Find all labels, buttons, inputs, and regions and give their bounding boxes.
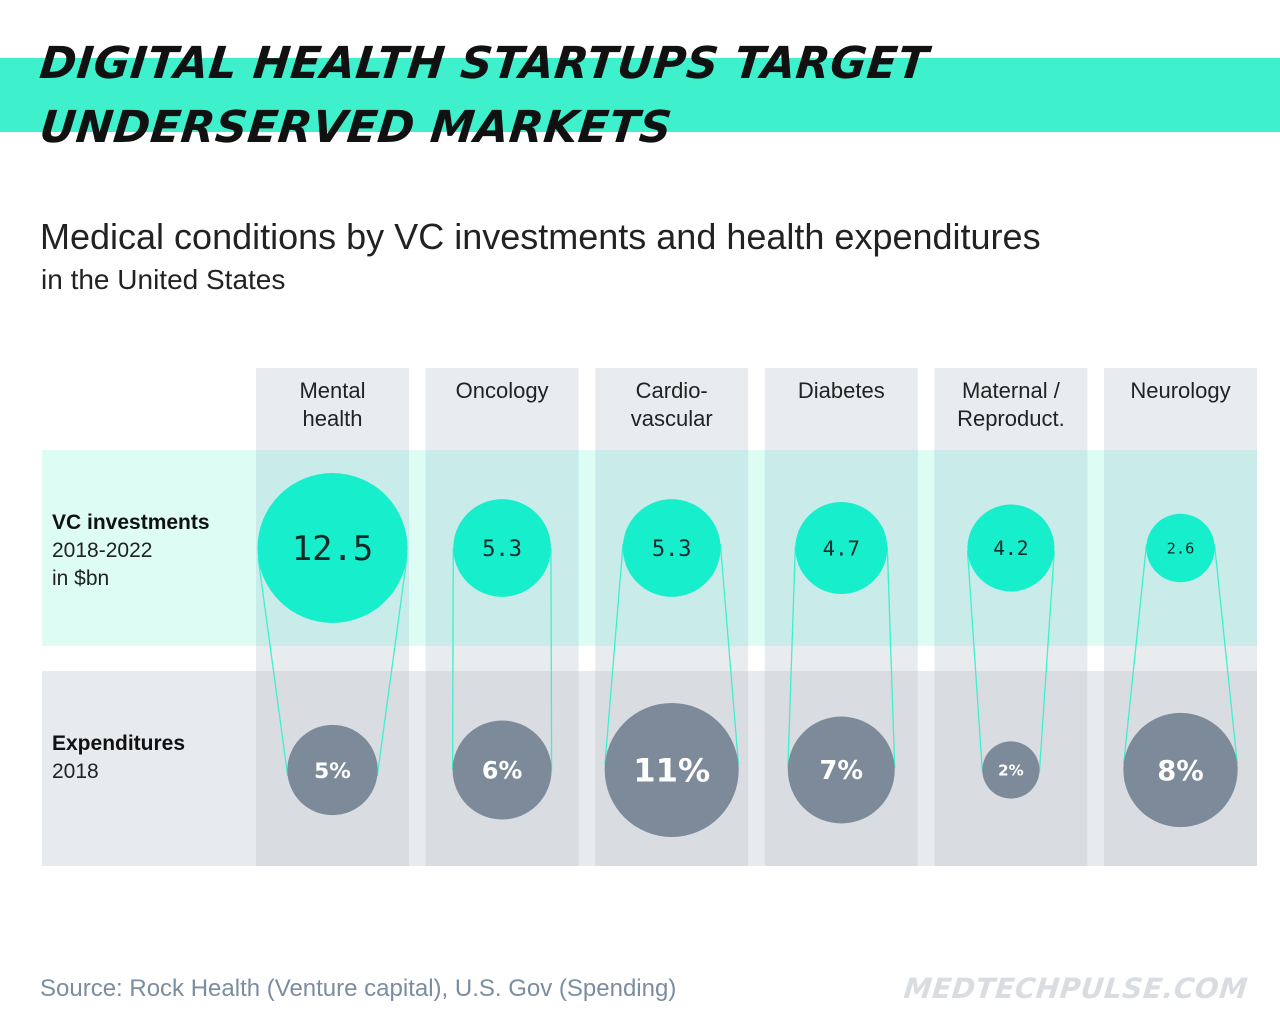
category-6-connector-right (1213, 544, 1238, 765)
category-4-vc-bubble (795, 502, 888, 594)
category-1-expenditure-bubble (287, 724, 378, 816)
category-4-vc-value-label: 4.7 (823, 536, 860, 560)
category-3-vc-bubble (622, 499, 721, 597)
category-4-connector-right (886, 546, 896, 769)
chart-subtitle: Medical conditions by VC investments and… (40, 216, 1041, 257)
category-4-expenditure-value-label: 7% (820, 756, 864, 786)
category-5-gap-cell (934, 646, 1088, 671)
category-3-connector-left (604, 543, 624, 765)
category-1-label-line-1: Mental (299, 378, 365, 403)
category-2-connector-left (451, 547, 454, 770)
category-4-connector-left (787, 546, 796, 769)
category-5-connector-right (1038, 550, 1055, 772)
category-1-vc-bubble (257, 473, 408, 623)
expenditure-row-label-name: Expenditures (52, 732, 185, 755)
category-2-vc-value-label: 5.3 (482, 537, 522, 562)
category-2-vc-bubble (453, 499, 551, 597)
brand-watermark: MEDTECHPULSE.COM (902, 972, 1250, 1005)
category-4-gap-cell (764, 646, 918, 671)
category-5-expenditure-bubble (982, 741, 1040, 799)
source-note: Source: Rock Health (Venture capital), U… (40, 975, 677, 1002)
title-highlight-band (0, 58, 1280, 132)
category-6-vc-value-label: 2.6 (1167, 540, 1195, 558)
vc-row-label-detail-1: 2018-2022 (52, 539, 152, 562)
category-5-label-line-1: Maternal / (962, 378, 1061, 403)
category-3-label-line-1: Cardio- (636, 378, 708, 403)
category-6-label-line-1: Neurology (1130, 378, 1230, 403)
category-1-connector-right (376, 557, 408, 777)
category-5-label-line-2: Reproduct. (957, 406, 1065, 431)
category-5-connector-left (966, 550, 984, 772)
category-2-connector-right (550, 547, 553, 770)
category-6-expenditure-value-label: 8% (1157, 756, 1204, 787)
category-2-gap-cell (425, 646, 579, 671)
category-2-expenditure-bubble (452, 720, 552, 820)
category-4-label-line-1: Diabetes (798, 378, 885, 403)
chart-subtitle-region: in the United States (41, 264, 286, 295)
category-3-header-cell (595, 368, 749, 450)
category-1-header-cell (256, 368, 409, 450)
category-2-header-cell (425, 368, 579, 450)
category-2-expenditure-value-label: 6% (482, 757, 523, 785)
vc-row-label-detail-2: in $bn (52, 567, 109, 590)
category-1-gap-cell (256, 646, 409, 671)
category-6-expenditure-bubble (1123, 712, 1238, 828)
category-6-gap-cell (1104, 646, 1257, 671)
vc-row-label-name: VC investments (52, 511, 210, 534)
expenditure-row-label-detail-1: 2018 (52, 760, 99, 783)
category-1-expenditure-value-label: 5% (314, 759, 351, 784)
category-3-expenditure-bubble (604, 703, 739, 837)
category-2-label-line-1: Oncology (456, 378, 549, 403)
category-3-vc-value-label: 5.3 (652, 537, 692, 562)
category-5-vc-value-label: 4.2 (993, 537, 1028, 560)
category-6-vc-bubble (1146, 513, 1215, 583)
category-1-vc-value-label: 12.5 (292, 529, 373, 568)
category-6-connector-left (1123, 544, 1148, 765)
category-4-expenditure-bubble (787, 716, 895, 824)
category-3-gap-cell (595, 646, 749, 671)
category-1-label-line-2: health (303, 406, 363, 431)
category-1-connector-left (257, 557, 289, 777)
category-6-header-cell (1104, 368, 1257, 450)
category-3-label-line-2: vascular (631, 406, 713, 431)
category-4-header-cell (764, 368, 918, 450)
category-5-header-cell (934, 368, 1088, 450)
category-5-expenditure-value-label: 2% (998, 761, 1023, 779)
category-3-connector-right (719, 543, 740, 765)
category-3-expenditure-value-label: 11% (633, 752, 710, 790)
category-5-vc-bubble (967, 504, 1055, 592)
